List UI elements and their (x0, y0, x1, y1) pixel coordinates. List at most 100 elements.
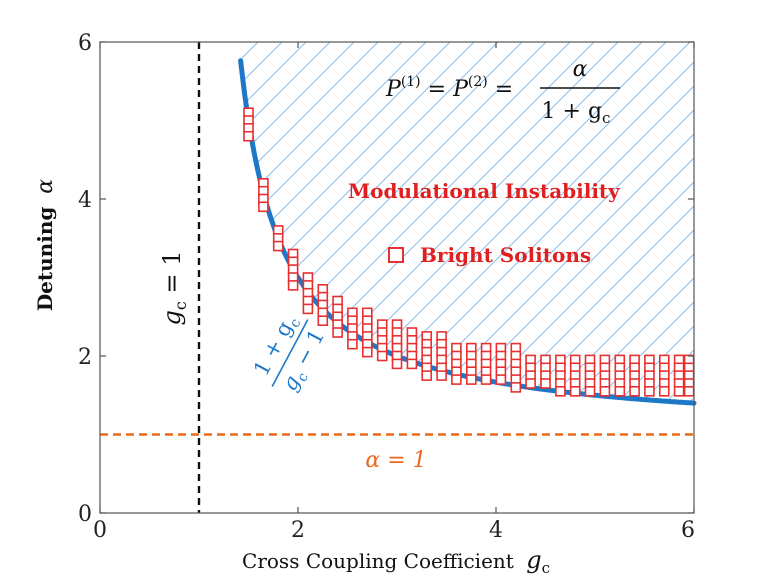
x-axis-title: Cross Coupling Coefficient gc (242, 546, 550, 577)
bright-soliton-marker (465, 374, 477, 385)
formula-eq2: = (488, 77, 513, 102)
hatch-line (240, 42, 669, 404)
hatch-line (240, 42, 453, 404)
formula-numerator: α (573, 57, 588, 82)
bright-soliton-markers (243, 107, 695, 397)
x-axis-symbol: g (526, 546, 541, 574)
y-axis-symbol: α (33, 179, 58, 194)
bright-soliton-marker (683, 385, 695, 397)
y-axis-title-text: Detuning (33, 207, 57, 312)
formula-p2: P (452, 77, 469, 102)
hatch-line (240, 42, 501, 404)
hatch-line (315, 42, 694, 404)
formula-sup1: (1) (401, 74, 421, 90)
x-tick-label: 4 (489, 518, 503, 543)
hatch-line (240, 42, 405, 404)
gc-label-rest: = 1 (158, 251, 186, 302)
formula-lhs: P(1) = P(2) = (385, 74, 513, 102)
hatch-line (0, 40, 20, 560)
bright-soliton-marker (540, 378, 551, 389)
formula-p1: P (385, 77, 402, 102)
hatch-line (240, 42, 693, 404)
formula-eq1: = (421, 77, 453, 102)
bright-soliton-marker (317, 315, 329, 327)
y-tick-label: 0 (78, 502, 92, 527)
alpha-line-label: α = 1 (365, 448, 426, 473)
hatch-line (459, 42, 694, 404)
bright-soliton-marker (510, 382, 522, 393)
bright-soliton-marker (421, 370, 433, 381)
hatch-line (240, 42, 381, 404)
bright-soliton-marker (243, 130, 254, 142)
hatch-line (267, 42, 694, 404)
x-tick-label: 2 (291, 518, 305, 543)
curve-label-fraction-bar (271, 319, 309, 387)
axis-ticks (99, 41, 695, 514)
formula-denominator-main: 1 + g (542, 99, 603, 124)
hatch-line (700, 40, 766, 560)
hatch-line (240, 42, 694, 404)
x-tick-label: 6 (681, 518, 695, 543)
hatch-line (291, 42, 694, 404)
formula-sup2: (2) (468, 74, 488, 90)
bright-soliton-marker (406, 358, 418, 370)
formula-denominator: 1 + gc (542, 99, 611, 127)
hatch-line (243, 42, 694, 404)
bright-soliton-marker (644, 385, 655, 397)
hatch-line (411, 42, 694, 404)
bright-soliton-marker (599, 385, 611, 397)
hatch-line (240, 42, 357, 404)
x-tick-label: 0 (93, 518, 107, 543)
instability-hatch-region (0, 40, 766, 560)
hatch-line (240, 42, 621, 404)
bright-soliton-marker (451, 374, 462, 385)
bright-soliton-marker (287, 280, 299, 291)
hatch-line (0, 40, 140, 560)
hatch-line (339, 42, 694, 404)
hatch-line (0, 40, 164, 560)
hatch-line (240, 42, 694, 404)
hatch-line (363, 42, 694, 404)
legend-label: Bright Solitons (420, 243, 591, 267)
reference-lines (100, 42, 694, 513)
bright-soliton-marker (272, 240, 284, 252)
bright-soliton-marker (347, 338, 358, 350)
bright-soliton-marker (629, 385, 640, 397)
region-label: Modulational Instability (348, 179, 621, 203)
bright-soliton-marker (391, 358, 403, 370)
x-axis-subscript: c (542, 559, 550, 577)
gc-line-label: gc = 1 (158, 251, 190, 326)
hatch-line (748, 40, 766, 560)
bright-soliton-marker (614, 385, 626, 397)
y-tick-label: 2 (78, 345, 92, 370)
hatch-line (240, 42, 525, 404)
gc-label-sub: c (171, 301, 190, 310)
hatch-line (675, 42, 694, 404)
y-tick-label: 4 (78, 188, 92, 213)
hatch-line (0, 40, 116, 560)
y-tick-label: 6 (78, 31, 92, 56)
legend-marker-icon (388, 247, 404, 263)
hatch-line (240, 42, 645, 404)
curve-label-num-main: 1 + g (249, 317, 297, 379)
bright-soliton-marker (569, 385, 581, 397)
hatch-line (603, 42, 694, 404)
bright-soliton-marker (361, 346, 373, 358)
bright-soliton-marker (258, 201, 269, 213)
hatch-line (240, 42, 477, 404)
bright-soliton-marker (525, 378, 536, 389)
bright-soliton-marker (658, 385, 670, 397)
bright-soliton-marker (584, 385, 596, 397)
hatch-line (387, 42, 694, 404)
power-formula: P(1) = P(2) = α 1 + gc (385, 57, 620, 127)
bright-soliton-marker (332, 327, 343, 338)
plot-frame (99, 41, 695, 514)
hatch-line (240, 42, 549, 404)
bright-soliton-marker (436, 370, 447, 381)
x-axis-title-text: Cross Coupling Coefficient (242, 549, 514, 573)
bright-soliton-marker (376, 350, 388, 362)
bright-soliton-marker (673, 385, 685, 397)
hatch-line (483, 42, 694, 404)
hatch-line (651, 42, 694, 404)
